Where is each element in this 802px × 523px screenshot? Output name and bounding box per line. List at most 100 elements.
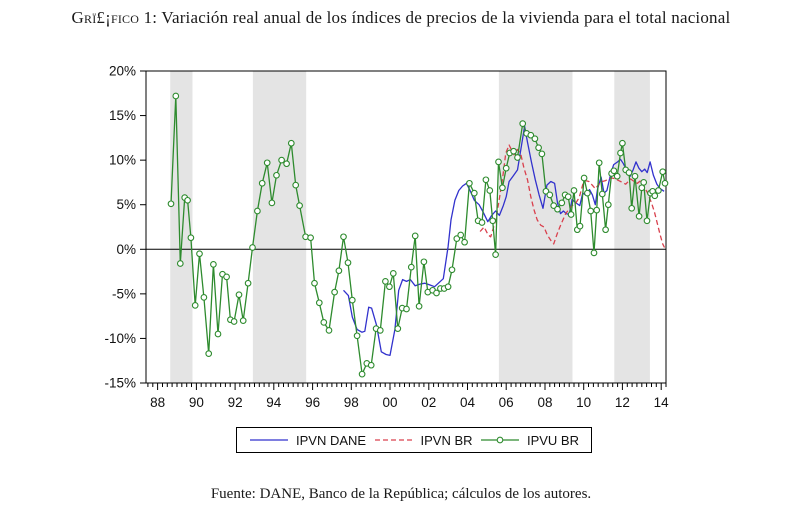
series-marker-ipvu-br (420, 258, 428, 266)
chart-area: 20% 15% 10% 5% 0% -5% -10% -15% 88 90 92 94 96 98 00 02… (90, 60, 690, 412)
series-marker-ipvu-br (254, 207, 261, 215)
x-axis-label: 14 (654, 395, 670, 410)
y-axis-label: 15% (109, 108, 136, 123)
series-marker-ipvu-br (278, 156, 285, 164)
series-marker-ipvu-br (661, 179, 669, 187)
series-marker-ipvu-br (531, 135, 539, 143)
chart-title-prefix: Grï£¡fico 1: (71, 8, 158, 27)
series-marker-ipvu-br (499, 184, 506, 192)
series-marker-ipvu-br (527, 131, 535, 139)
series-marker-ipvu-br (482, 176, 490, 184)
series-line-ipvu-br (170, 95, 666, 375)
series-marker-ipvu-br (244, 279, 252, 287)
series-marker-ipvu-br (625, 169, 633, 176)
series-marker-ipvu-br (519, 120, 527, 127)
series-marker-ipvu-br (187, 234, 195, 242)
series-marker-ipvu-br (457, 231, 465, 239)
series-marker-ipvu-br (514, 154, 521, 161)
series-marker-ipvu-br (382, 278, 389, 285)
series-marker-ipvu-br (564, 193, 572, 201)
series-marker-ipvu-br (655, 187, 662, 194)
series-marker-ipvu-br (638, 184, 646, 192)
y-axis-label: 5% (116, 197, 136, 212)
series-marker-ipvu-br (367, 361, 375, 369)
series-marker-ipvu-br (587, 207, 595, 215)
series-line-ipvn-br (479, 144, 666, 248)
series-marker-ipvu-br (296, 202, 303, 209)
series-marker-ipvu-br (235, 291, 243, 299)
recession-band (498, 71, 573, 383)
legend-item-ipvn-br: IPVN BR (374, 433, 473, 448)
y-axis-label: 20% (109, 64, 136, 79)
recession-band (170, 71, 193, 383)
series-marker-ipvu-br (617, 149, 624, 157)
x-axis-label: 02 (421, 395, 436, 410)
series-marker-ipvu-br (628, 204, 636, 212)
series-marker-ipvu-br (466, 179, 473, 187)
legend-line-marker-sample-ipvu-br (480, 436, 519, 444)
series-marker-ipvu-br (470, 189, 478, 197)
series-marker-ipvu-br (604, 201, 612, 209)
series-marker-ipvu-br (273, 171, 280, 179)
series-marker-ipvu-br (598, 190, 606, 198)
series-marker-ipvu-br (283, 160, 290, 168)
legend-line-sample-ipvn-br (374, 439, 413, 441)
series-marker-ipvu-br (590, 249, 598, 257)
y-axis-label: -10% (104, 331, 136, 346)
series-marker-ipvu-br (184, 196, 191, 204)
legend-item-ipvn-dane: IPVN DANE (249, 433, 366, 448)
series-marker-ipvu-br (538, 150, 546, 158)
recession-band (614, 71, 650, 383)
y-axis-label: 0% (116, 242, 136, 257)
series-marker-ipvu-br (335, 267, 343, 275)
series-marker-ipvu-br (510, 147, 517, 155)
legend-item-ipvu-br: IPVU BR (480, 433, 579, 448)
series-marker-ipvu-br (576, 222, 584, 230)
x-axis-label: 12 (615, 395, 630, 410)
series-marker-ipvu-br (214, 330, 222, 338)
series-marker-ipvu-br (593, 206, 601, 214)
series-marker-ipvu-br (433, 289, 440, 297)
series-marker-ipvu-br (659, 168, 667, 176)
x-axis-label: 90 (189, 395, 204, 410)
legend-box: IPVN DANE IPVN BR IPVU BR (236, 427, 592, 453)
series-marker-ipvu-br (411, 232, 419, 240)
series-marker-ipvu-br (595, 159, 603, 167)
x-axis-label: 88 (150, 395, 165, 410)
series-marker-ipvu-br (580, 174, 588, 182)
series-marker-ipvu-br (403, 305, 410, 313)
series-marker-ipvu-br (640, 179, 648, 186)
series-marker-ipvu-br (223, 273, 230, 281)
series-marker-ipvu-br (358, 370, 366, 378)
chart-canvas: 20% 15% 10% 5% 0% -5% -10% -15% 88 90 92 94 96 98 00 02… (104, 64, 670, 411)
series-marker-ipvu-br (307, 234, 314, 242)
y-axis-label: 10% (109, 153, 136, 168)
source-note: Fuente: DANE, Banco de la República; cál… (210, 486, 592, 502)
x-axis-label: 94 (266, 395, 282, 410)
series-marker-ipvu-br (478, 219, 486, 226)
series-marker-ipvu-br (200, 294, 208, 301)
series-marker-ipvu-br (610, 167, 618, 175)
series-marker-ipvu-br (287, 139, 295, 147)
series-marker-ipvu-br (348, 296, 356, 304)
y-axis-label: -5% (112, 286, 136, 301)
series-marker-ipvu-br (340, 233, 347, 241)
series-marker-ipvu-br (602, 226, 609, 234)
x-axis-label: 00 (382, 395, 397, 410)
series-marker-ipvu-br (311, 279, 318, 287)
series-marker-ipvu-br (344, 259, 352, 267)
series-marker-ipvu-br (292, 181, 300, 189)
x-axis-label: 92 (228, 395, 243, 410)
series-marker-ipvu-br (567, 211, 575, 218)
series-marker-ipvu-br (394, 325, 402, 332)
x-axis-label: 04 (460, 395, 476, 410)
x-axis-label: 10 (576, 395, 591, 410)
series-marker-ipvu-br (191, 302, 199, 309)
series-marker-ipvu-br (631, 172, 639, 180)
series-marker-ipvu-br (635, 212, 643, 220)
series-marker-ipvu-br (320, 319, 328, 326)
legend-label-ipvn-br: IPVN BR (420, 432, 473, 448)
chart-title-text: Variación real anual de los índices de p… (161, 8, 731, 27)
series-marker-ipvu-br (407, 263, 415, 271)
